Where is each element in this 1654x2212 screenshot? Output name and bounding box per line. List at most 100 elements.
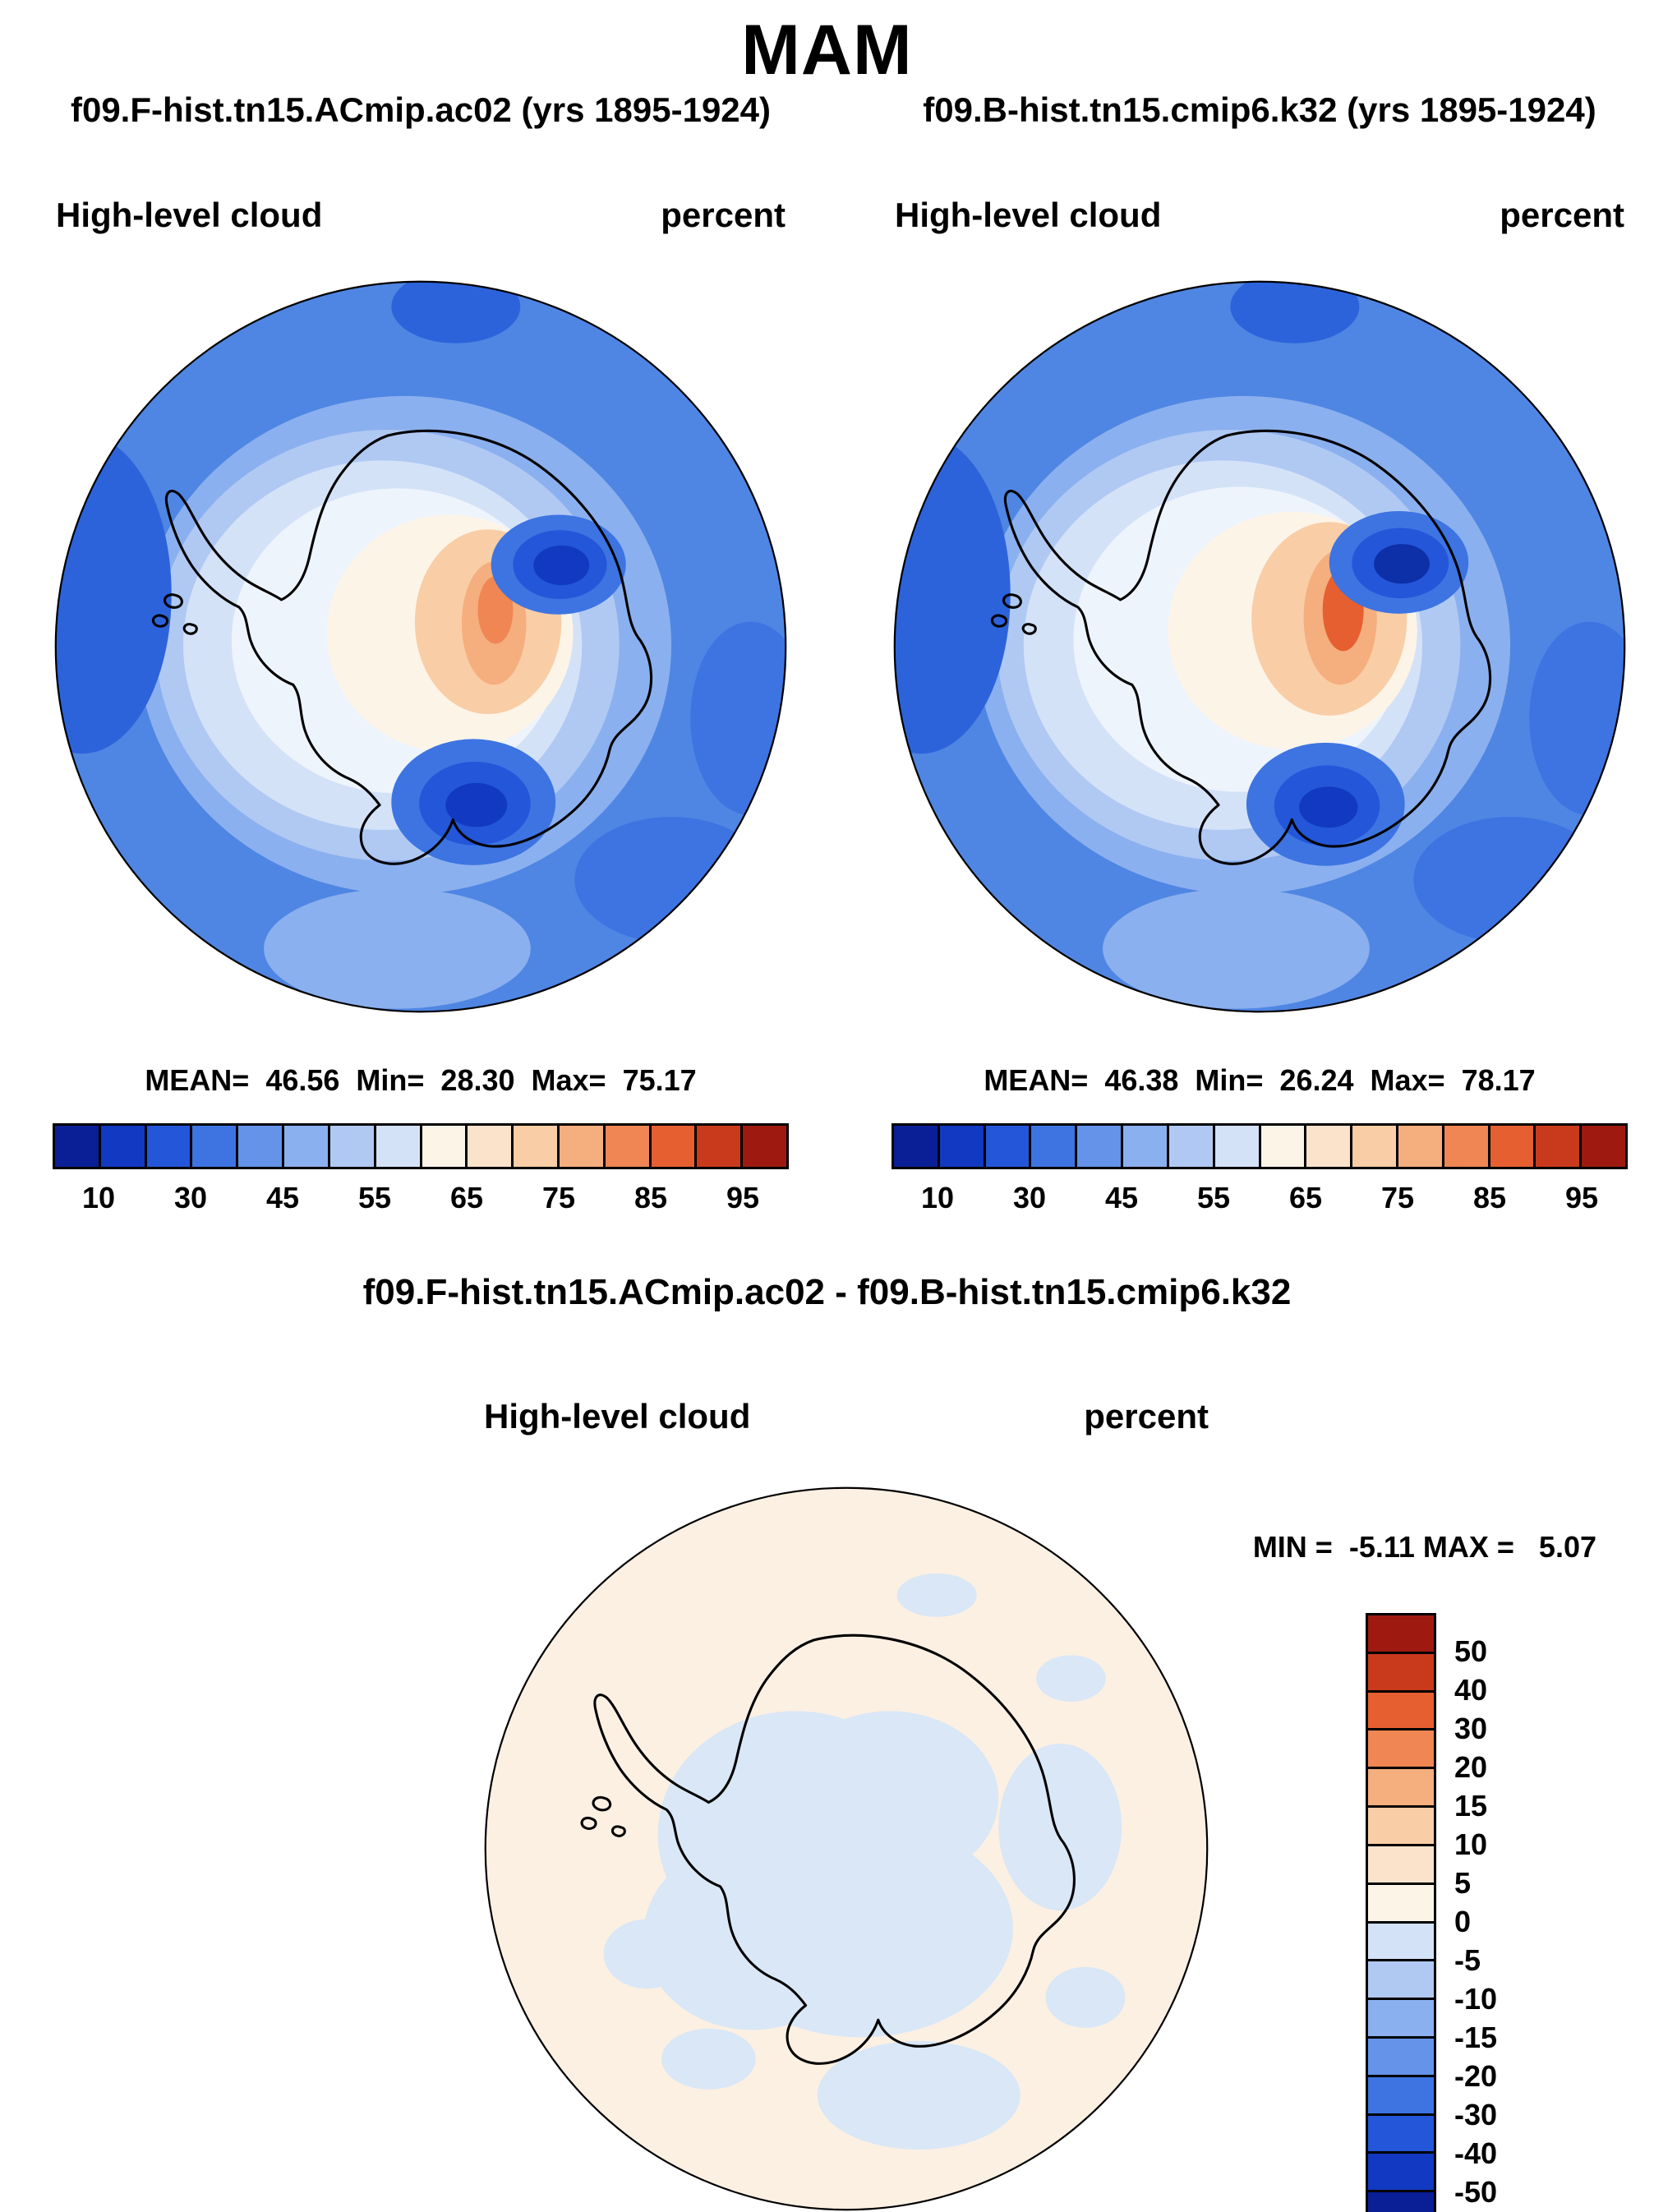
colorbar-segment xyxy=(468,1126,514,1167)
colorbar-tick-label: -10 xyxy=(1454,1982,1498,2016)
colorbar-segment xyxy=(605,1126,652,1167)
colorbar-segment xyxy=(1368,2192,1434,2212)
colorbar-segment xyxy=(1368,2076,1434,2116)
colorbar-segment xyxy=(1214,1126,1261,1167)
colorbar-segment xyxy=(985,1126,1032,1167)
panel-2-field-label: High-level cloud xyxy=(895,196,1162,234)
colorbar-tick-label: 40 xyxy=(1454,1673,1488,1707)
colorbar-tick-label: -50 xyxy=(1454,2175,1498,2209)
colorbar-segment xyxy=(1368,2115,1434,2154)
colorbar-tick-label: 5 xyxy=(1454,1866,1472,1900)
colorbar-tick-label: 50 xyxy=(1454,1634,1488,1668)
colorbar-tick-label: 55 xyxy=(357,1181,392,1214)
colorbar-segment xyxy=(1444,1126,1490,1167)
colorbar-tick-label: 95 xyxy=(726,1181,760,1214)
colorbar-1 xyxy=(53,1123,789,1169)
colorbar-tick-label: -30 xyxy=(1454,2098,1498,2131)
colorbar-segment xyxy=(1368,1961,1434,2001)
panel-1-stats: MEAN= 46.56 Min= 28.30 Max= 75.17 xyxy=(145,1063,697,1097)
colorbar-segment xyxy=(1260,1126,1307,1167)
colorbar-segment xyxy=(1306,1126,1353,1167)
difference-colorbar-ticks: 50 40 30 20 15 10 5 0 -5 -10 -15 -20 -30 -40 -50 xyxy=(1454,1613,1569,2212)
colorbar-tick-label: 30 xyxy=(1454,1712,1488,1745)
colorbar-segment xyxy=(743,1126,786,1167)
colorbar-2 xyxy=(892,1123,1628,1169)
colorbar-segment xyxy=(1368,1769,1434,1809)
colorbar-2-ticks: 10 30 45 55 65 75 85 95 xyxy=(892,1181,1628,1224)
colorbar-segment xyxy=(1368,1615,1434,1654)
colorbar-tick-label: -5 xyxy=(1454,1943,1481,1977)
colorbar-segment xyxy=(559,1126,606,1167)
colorbar-segment xyxy=(651,1126,698,1167)
colorbar-tick-label: 45 xyxy=(265,1181,300,1214)
colorbar-segment xyxy=(1168,1126,1215,1167)
colorbar-segment xyxy=(192,1126,239,1167)
difference-label-row: High-level cloud percent xyxy=(484,1397,1209,1436)
colorbar-segment xyxy=(939,1126,986,1167)
panel-2-units-label: percent xyxy=(1500,196,1624,234)
colorbar-segment xyxy=(422,1126,468,1167)
panel-2-stats: MEAN= 46.38 Min= 26.24 Max= 78.17 xyxy=(984,1063,1536,1097)
colorbar-tick-label: 15 xyxy=(1454,1789,1488,1823)
colorbar-tick-label: 65 xyxy=(449,1181,484,1214)
colorbar-segment xyxy=(1368,1884,1434,1924)
colorbar-segment xyxy=(1077,1126,1124,1167)
colorbar-tick-label: 75 xyxy=(541,1181,576,1214)
colorbar-segment xyxy=(1368,1653,1434,1693)
colorbar-segment xyxy=(375,1126,422,1167)
difference-units-label: percent xyxy=(1084,1397,1209,1435)
difference-minmax: MIN = -5.11 MAX = 5.07 xyxy=(1252,1530,1596,1564)
colorbar-tick-label: 10 xyxy=(920,1181,955,1214)
polar-map-2 xyxy=(893,280,1626,1013)
colorbar-segment xyxy=(1352,1126,1398,1167)
colorbar-tick-label: 55 xyxy=(1196,1181,1231,1214)
colorbar-segment xyxy=(894,1126,940,1167)
colorbar-tick-label: 85 xyxy=(633,1181,668,1214)
panel-1-subtitle: f09.F-hist.tn15.ACmip.ac02 (yrs 1895-192… xyxy=(70,90,772,129)
colorbar-tick-label: -20 xyxy=(1454,2059,1498,2093)
colorbar-segment xyxy=(146,1126,193,1167)
difference-colorbar xyxy=(1366,1613,1436,2212)
colorbar-segment xyxy=(1368,1846,1434,1885)
colorbar-segment xyxy=(55,1126,101,1167)
colorbar-segment xyxy=(1536,1126,1583,1167)
colorbar-1-ticks: 10 30 45 55 65 75 85 95 xyxy=(53,1181,789,1224)
colorbar-tick-label: 85 xyxy=(1472,1181,1507,1214)
difference-field-label: High-level cloud xyxy=(484,1397,751,1435)
colorbar-segment xyxy=(1368,1730,1434,1770)
colorbar-segment xyxy=(238,1126,285,1167)
colorbar-segment xyxy=(1368,2038,1434,2077)
colorbar-tick-label: 20 xyxy=(1454,1750,1488,1784)
colorbar-tick-label: 10 xyxy=(1454,1827,1488,1861)
colorbar-segment xyxy=(514,1126,560,1167)
panel-1-field-label: High-level cloud xyxy=(56,196,323,234)
colorbar-tick-label: 95 xyxy=(1564,1181,1599,1214)
colorbar-segment xyxy=(1031,1126,1078,1167)
colorbar-tick-label: 10 xyxy=(81,1181,116,1214)
colorbar-tick-label: -40 xyxy=(1454,2136,1498,2170)
polar-map-difference xyxy=(484,1486,1209,2211)
polar-map-1 xyxy=(54,280,787,1013)
colorbar-segment xyxy=(284,1126,330,1167)
colorbar-segment xyxy=(1368,1923,1434,1962)
colorbar-segment xyxy=(1490,1126,1537,1167)
colorbar-segment xyxy=(329,1126,376,1167)
colorbar-tick-label: 75 xyxy=(1380,1181,1415,1214)
colorbar-segment xyxy=(1123,1126,1169,1167)
panel-2-subtitle: f09.B-hist.tn15.cmip6.k32 (yrs 1895-1924… xyxy=(923,90,1596,129)
colorbar-segment xyxy=(1368,1808,1434,1846)
colorbar-tick-label: 30 xyxy=(1012,1181,1047,1214)
panel-1: High-level cloud percent xyxy=(53,196,789,1224)
panel-1-units-label: percent xyxy=(661,196,786,234)
colorbar-tick-label: -15 xyxy=(1454,2021,1498,2054)
difference-title: f09.F-hist.tn15.ACmip.ac02 - f09.B-hist.… xyxy=(362,1272,1292,1312)
season-title: MAM xyxy=(741,11,913,90)
colorbar-segment xyxy=(1398,1126,1444,1167)
colorbar-segment xyxy=(1368,2000,1434,2039)
colorbar-tick-label: 65 xyxy=(1288,1181,1323,1214)
colorbar-segment xyxy=(1368,2154,1434,2193)
colorbar-tick-label: 30 xyxy=(173,1181,208,1214)
colorbar-segment xyxy=(1582,1126,1625,1167)
colorbar-segment xyxy=(1368,1692,1434,1731)
